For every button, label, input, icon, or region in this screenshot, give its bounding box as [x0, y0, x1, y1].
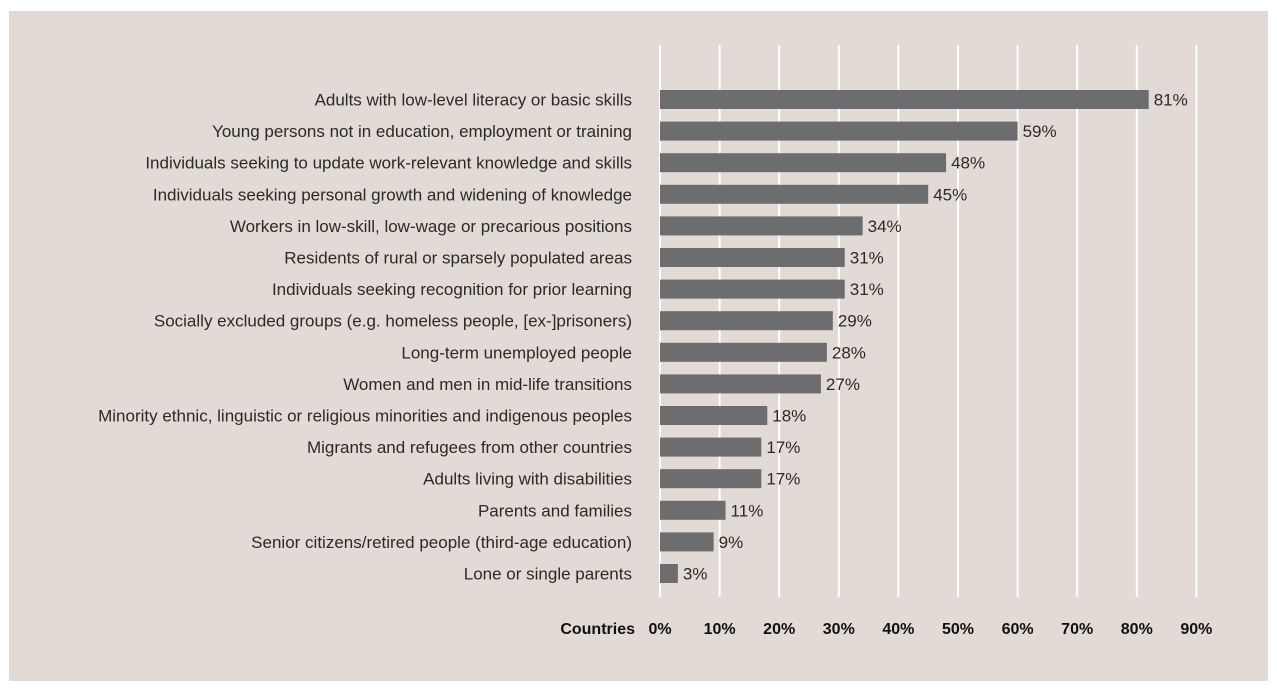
category-labels: Adults with low-level literacy or basic … — [98, 91, 632, 584]
bar — [660, 248, 845, 267]
category-label: Residents of rural or sparsely populated… — [284, 249, 632, 268]
x-tick-label: 80% — [1121, 621, 1153, 638]
bar — [660, 311, 833, 331]
value-label: 18% — [772, 407, 806, 426]
category-label: Individuals seeking recognition for prio… — [272, 280, 632, 299]
category-label: Individuals seeking personal growth and … — [153, 185, 632, 204]
value-label: 34% — [868, 217, 902, 236]
value-label: 17% — [766, 438, 800, 457]
value-label: 11% — [731, 501, 764, 520]
category-label: Young persons not in education, employme… — [212, 122, 632, 141]
x-tick-label: 70% — [1061, 621, 1093, 638]
x-tick-label: 20% — [763, 621, 795, 638]
bar — [660, 532, 714, 552]
category-label: Minority ethnic, linguistic or religious… — [98, 407, 632, 426]
x-tick-label: 0% — [648, 621, 671, 638]
bar — [660, 374, 821, 394]
bar — [660, 437, 762, 457]
category-label: Individuals seeking to update work-relev… — [145, 154, 632, 173]
x-tick-label: 40% — [882, 621, 914, 638]
bar — [660, 406, 768, 425]
value-label: 3% — [683, 565, 708, 584]
x-tick-label: 90% — [1180, 621, 1212, 638]
value-label: 31% — [850, 249, 884, 268]
bars — [660, 90, 1149, 583]
value-labels: 81%59%48%45%34%31%31%29%28%27%18%17%17%1… — [683, 91, 1188, 584]
value-label: 17% — [766, 470, 800, 489]
value-label: 81% — [1154, 91, 1188, 110]
category-label: Workers in low-skill, low-wage or precar… — [230, 217, 632, 236]
value-label: 28% — [832, 343, 866, 362]
category-label: Senior citizens/retired people (third-ag… — [251, 533, 632, 552]
category-label: Socially excluded groups (e.g. homeless … — [154, 312, 632, 331]
bar — [660, 564, 678, 583]
category-label: Adults living with disabilities — [423, 470, 632, 489]
category-label: Long-term unemployed people — [401, 343, 632, 362]
value-label: 45% — [933, 185, 967, 204]
value-label: 48% — [951, 154, 985, 173]
bar — [660, 342, 827, 362]
value-label: 59% — [1023, 122, 1057, 141]
value-label: 31% — [850, 280, 884, 299]
x-tick-label: 50% — [942, 621, 974, 638]
bar-chart: Adults with low-level literacy or basic … — [98, 45, 1212, 638]
value-label: 9% — [719, 533, 744, 552]
category-label: Women and men in mid-life transitions — [343, 375, 632, 394]
chart-panel: Adults with low-level literacy or basic … — [9, 11, 1268, 681]
x-tick-label: 30% — [823, 621, 855, 638]
bar — [660, 279, 845, 299]
x-tick-label: 60% — [1002, 621, 1034, 638]
bar — [660, 216, 863, 236]
x-axis-ticks: 0% 10% 20% 30% 40% 50% 60% 70% 80% 90% — [648, 621, 1212, 638]
category-label: Parents and families — [478, 501, 632, 520]
bar — [660, 153, 947, 173]
bar — [660, 184, 929, 204]
category-label: Adults with low-level literacy or basic … — [315, 91, 632, 110]
bar — [660, 500, 726, 520]
bar — [660, 469, 762, 489]
x-tick-label: 10% — [704, 621, 736, 638]
x-axis-title: Countries — [560, 621, 635, 638]
category-label: Lone or single parents — [464, 565, 632, 584]
value-label: 29% — [838, 312, 872, 331]
bar — [660, 121, 1018, 141]
value-label: 27% — [826, 375, 860, 394]
category-label: Migrants and refugees from other countri… — [307, 438, 632, 457]
bar — [660, 90, 1149, 109]
